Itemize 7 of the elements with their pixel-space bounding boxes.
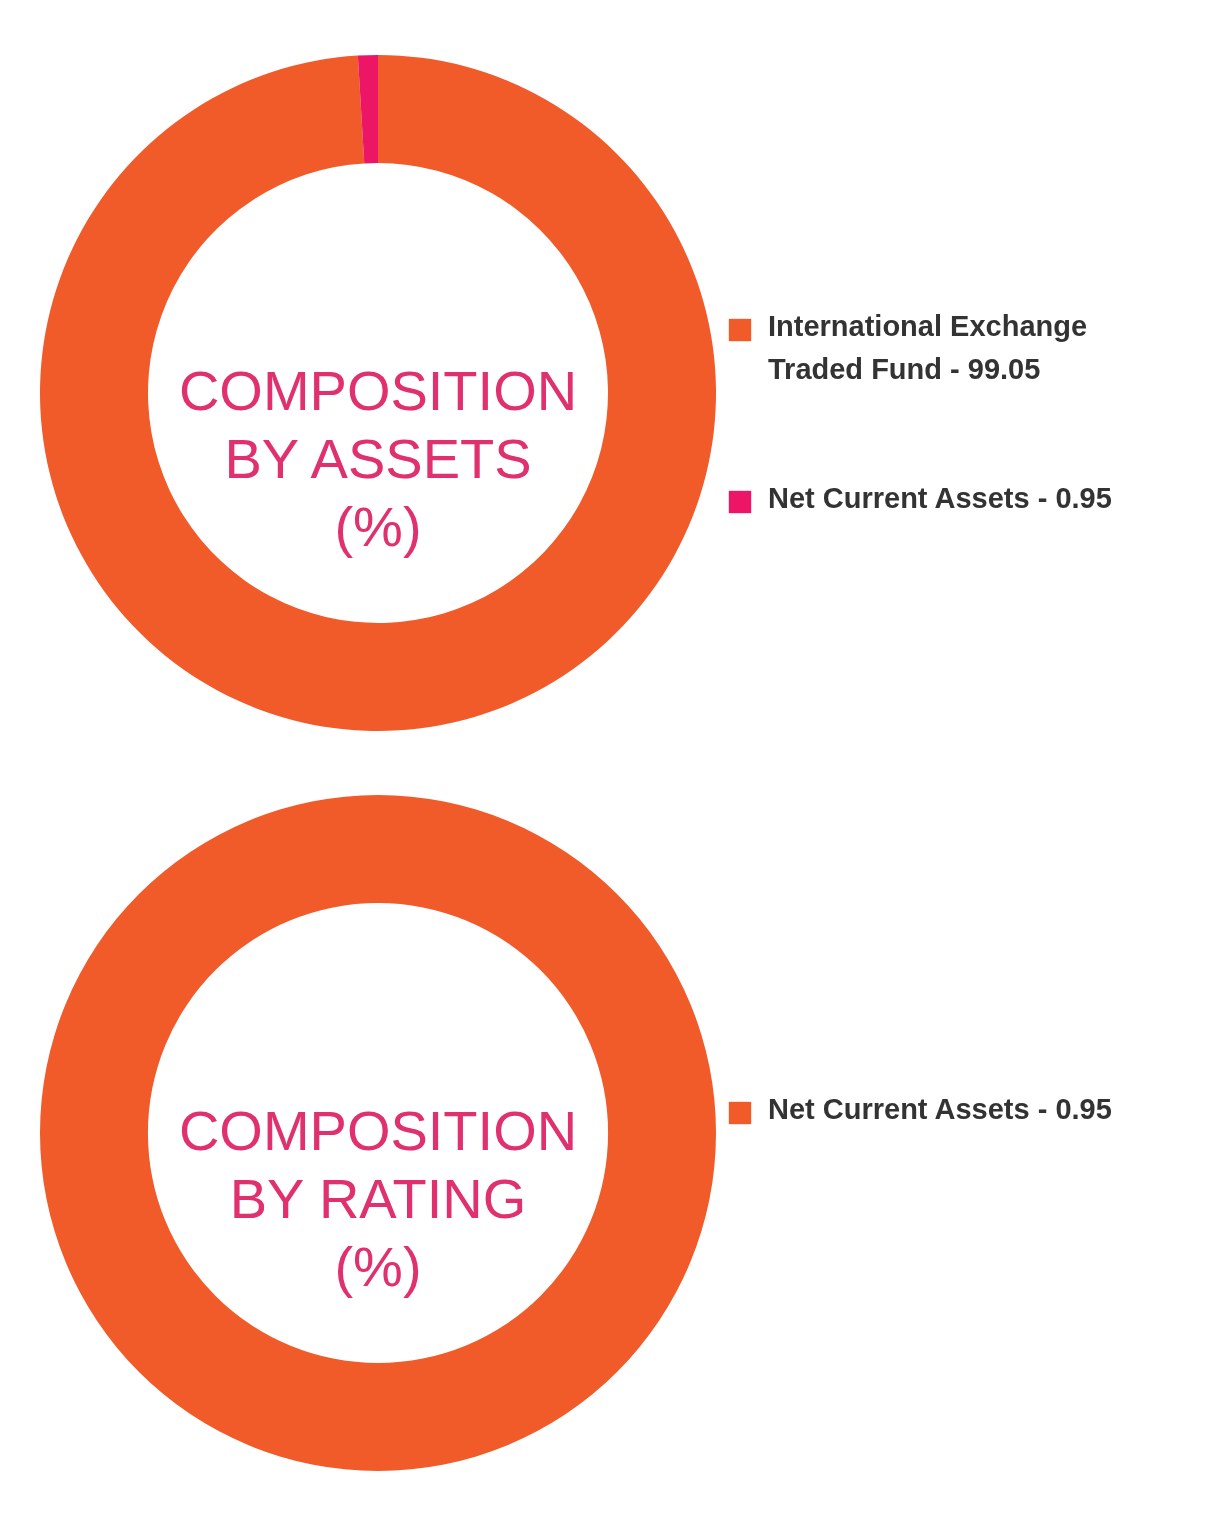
- text: COMPOSITION BY RATING (%): [178, 1099, 578, 1298]
- legend-label: Net Current Assets - 0.95: [768, 1093, 1112, 1125]
- legend-label: Net Current Assets - 0.95: [768, 482, 1112, 514]
- donut-slice: [357, 55, 378, 164]
- donut-slice: [40, 55, 716, 731]
- text: COMPOSITION BY ASSETS (%): [178, 359, 578, 558]
- legend-label: International Exchange Traded Fund - 99.05: [768, 310, 1088, 385]
